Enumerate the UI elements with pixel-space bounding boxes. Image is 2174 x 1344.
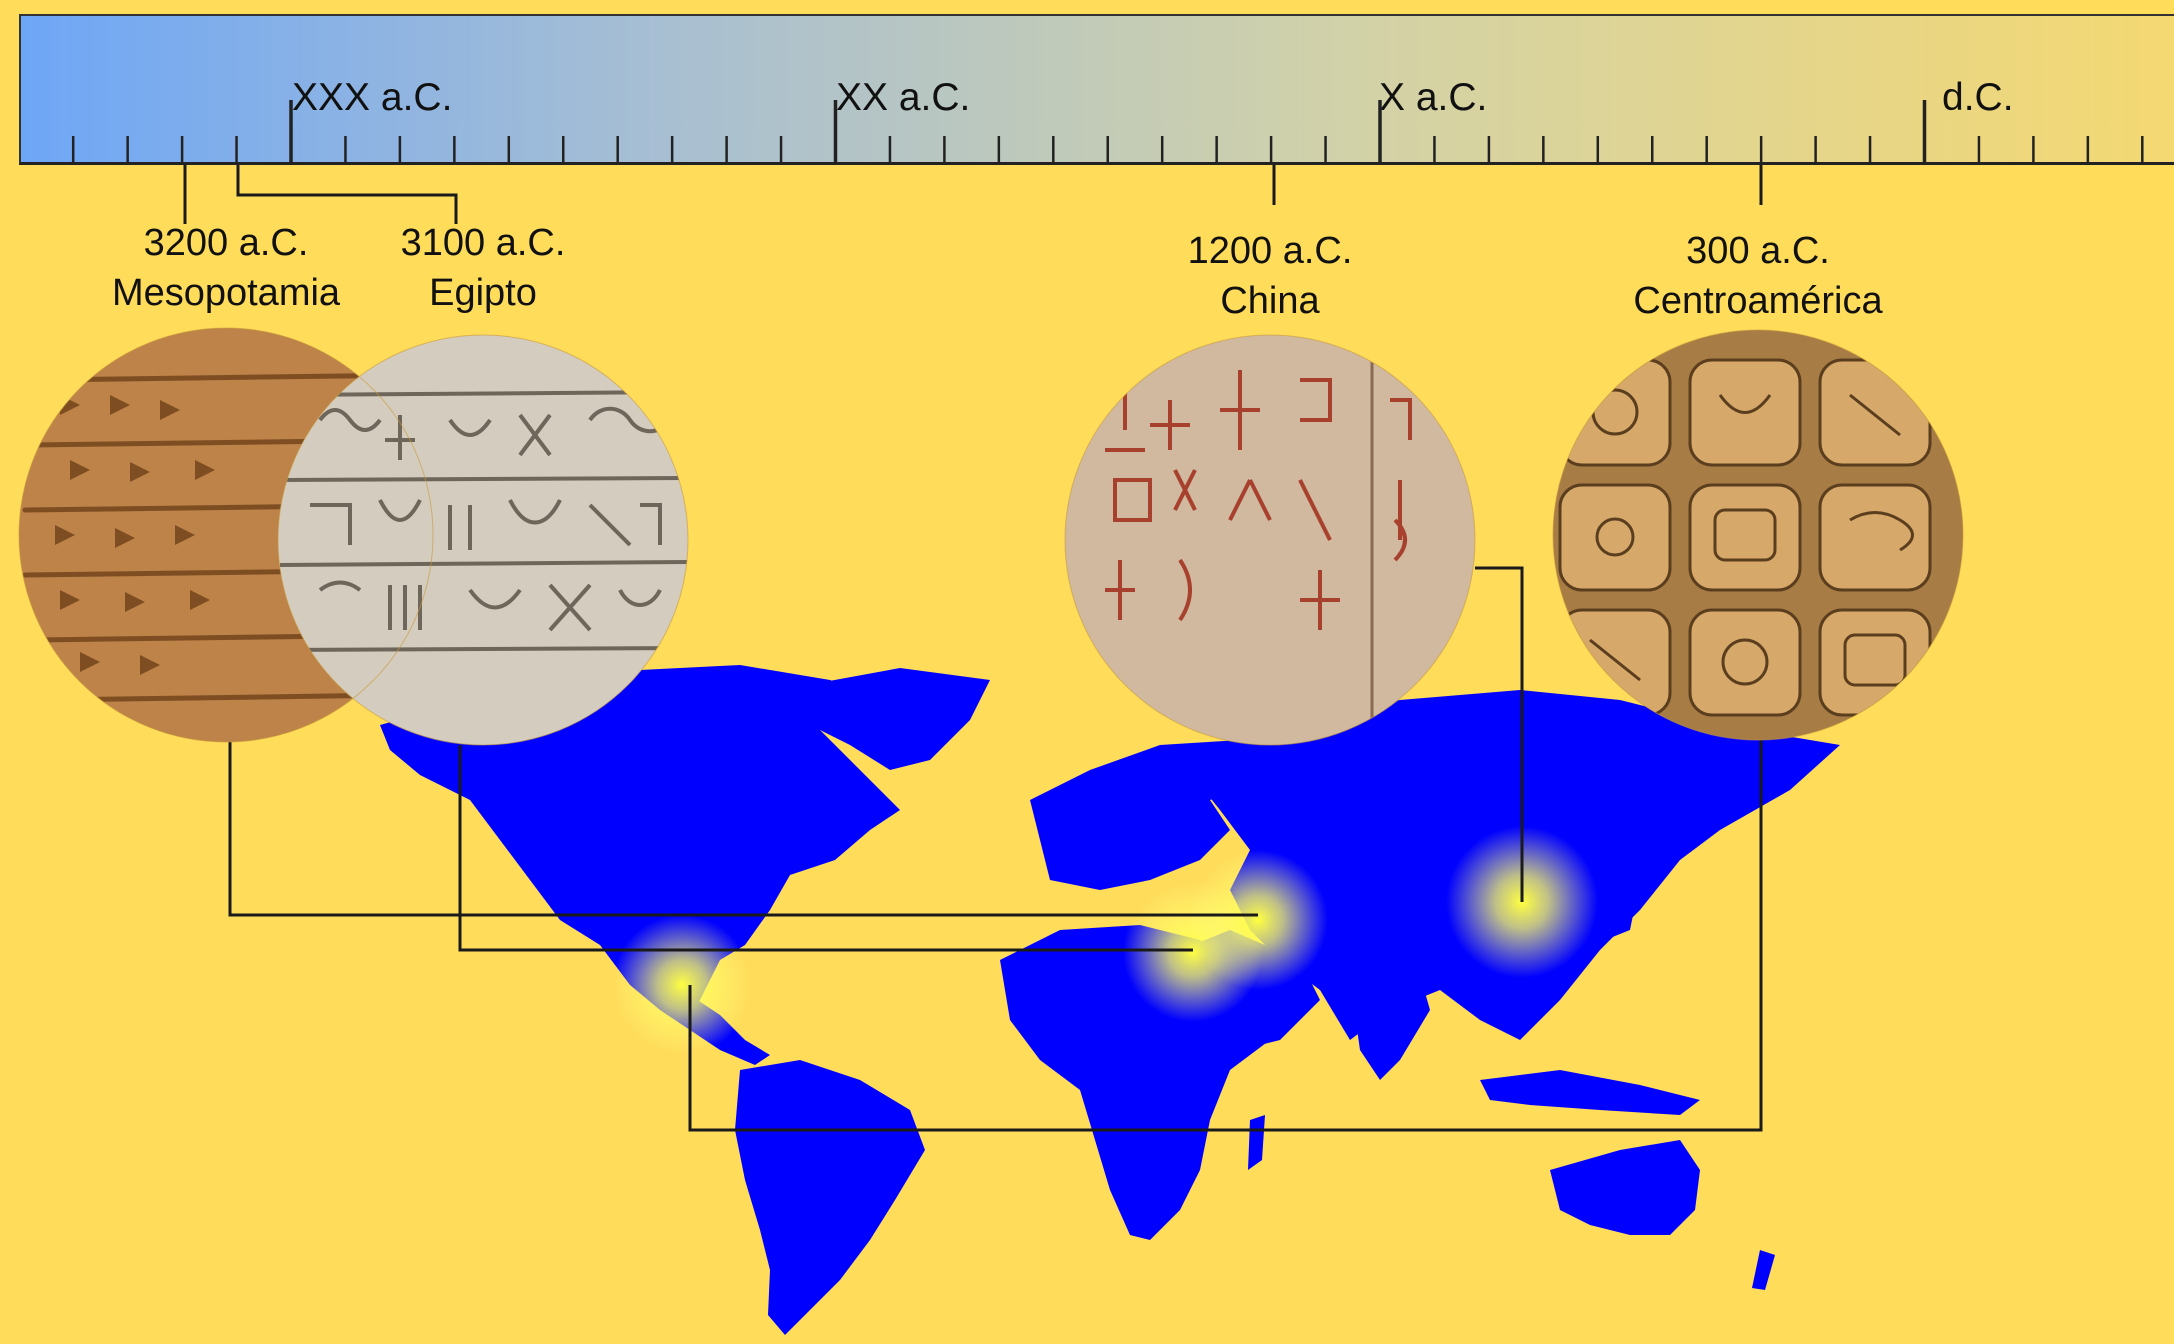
image-circle-borders (18, 327, 1964, 746)
madagascar (1248, 1115, 1265, 1170)
date-china: 1200 a.C. (1187, 230, 1353, 272)
date-mesopotamia: 3200 a.C. (143, 222, 309, 264)
maya-glyphs-image (1553, 330, 1963, 740)
connector-china-map (1475, 566, 1524, 902)
connector-lines (183, 165, 1763, 1132)
india (1350, 975, 1430, 1080)
region-centroamerica: Centroamérica (1633, 280, 1883, 322)
century-label-30bc: XXX a.C. (292, 76, 453, 119)
region-egipto: Egipto (429, 272, 537, 314)
connector-centroamerica-map (688, 740, 1763, 1132)
connector-egipto-map (458, 745, 1193, 952)
region-mesopotamia: Mesopotamia (111, 272, 341, 314)
century-label-10bc: X a.C. (1379, 76, 1488, 119)
date-egipto: 3100 a.C. (400, 222, 566, 264)
greenland (780, 668, 990, 770)
date-centroamerica: 300 a.C. (1686, 230, 1830, 272)
oracle-bone-image (1065, 335, 1475, 745)
egyptian-hieroglyphs-image (278, 335, 688, 745)
glow-mesoamerica (612, 915, 752, 1055)
timeline-bar: XXX a.C. XX a.C. X a.C. d.C. (19, 14, 2174, 165)
connector-mesopotamia-map (228, 740, 1258, 917)
indonesia (1480, 1070, 1700, 1115)
australia (1550, 1140, 1700, 1235)
japan (1600, 860, 1640, 940)
glow-mesopotamia (1188, 850, 1328, 990)
timeline-ticks (71, 100, 2144, 162)
connector-egipto-date (236, 165, 458, 224)
north-america (380, 665, 900, 1020)
world-map (380, 665, 1840, 1335)
south-america (735, 1060, 925, 1335)
region-china: China (1220, 280, 1320, 322)
new-zealand (1752, 1250, 1775, 1290)
century-label-dc: d.C. (1942, 76, 2014, 119)
century-label-20bc: XX a.C. (836, 76, 971, 119)
